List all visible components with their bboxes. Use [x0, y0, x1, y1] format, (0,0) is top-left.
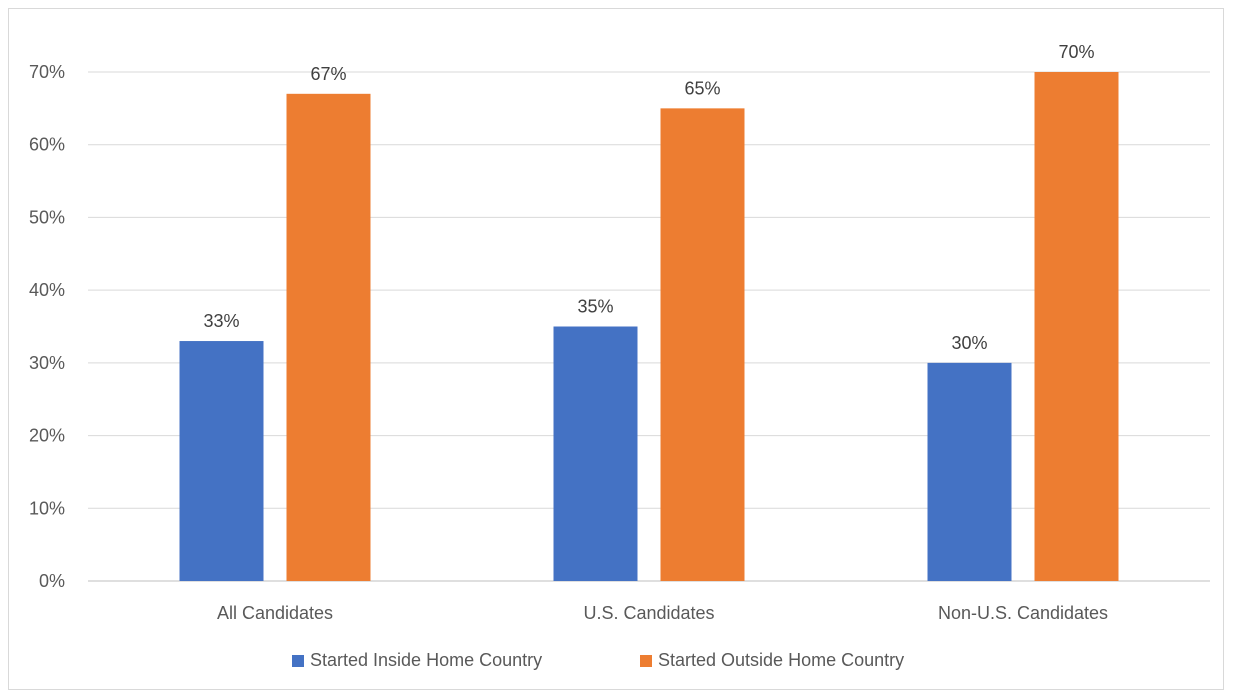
y-tick-label: 30%: [29, 353, 65, 373]
bar: [286, 93, 371, 582]
x-category-label: All Candidates: [217, 603, 333, 623]
y-tick-label: 0%: [39, 571, 65, 591]
y-tick-label: 40%: [29, 280, 65, 300]
bar: [1034, 72, 1119, 581]
data-label: 70%: [1058, 42, 1094, 62]
x-axis-category-labels: All Candidates U.S. Candidates Non-U.S. Ca…: [217, 603, 1108, 623]
data-label: 33%: [203, 311, 239, 331]
x-category-label: U.S. Candidates: [583, 603, 714, 623]
y-tick-label: 50%: [29, 207, 65, 227]
legend-label: Started Outside Home Country: [658, 650, 904, 670]
x-category-label: Non-U.S. Candidates: [938, 603, 1108, 623]
legend-label: Started Inside Home Country: [310, 650, 542, 670]
legend-swatch: [640, 655, 652, 667]
y-axis-tick-labels: 0% 10% 20% 30% 40% 50% 60% 70%: [29, 62, 65, 591]
data-label: 30%: [951, 333, 987, 353]
data-labels: 33% 67% 35% 65% 30% 70%: [203, 42, 1094, 353]
data-label: 35%: [577, 297, 613, 317]
y-tick-label: 70%: [29, 62, 65, 82]
data-label: 65%: [684, 78, 720, 98]
gridlines: [88, 71, 1210, 582]
bar: [179, 341, 264, 581]
y-tick-label: 60%: [29, 135, 65, 155]
data-label: 67%: [310, 64, 346, 84]
y-tick-label: 20%: [29, 426, 65, 446]
legend-swatch: [292, 655, 304, 667]
bar: [660, 108, 745, 581]
legend: Started Inside Home Country Started Outsi…: [292, 650, 904, 670]
bars: [179, 72, 1119, 582]
bar: [927, 362, 1012, 581]
y-tick-label: 10%: [29, 498, 65, 518]
bar: [553, 326, 638, 581]
